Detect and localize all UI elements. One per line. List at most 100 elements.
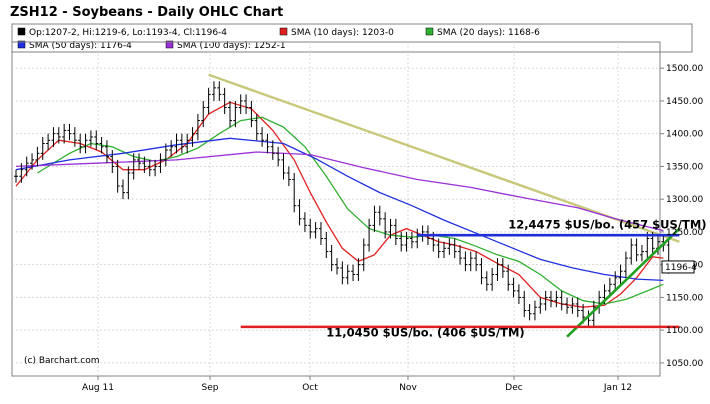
ohlc-bar: [265, 133, 270, 154]
ohlc-bar: [302, 212, 307, 232]
x-tick-label: Jan 12: [603, 383, 632, 393]
sma-line: [15, 151, 664, 232]
y-tick-label: 1500.00: [666, 64, 703, 74]
ohlc-bar: [388, 218, 393, 239]
y-tick-label: 1150.00: [666, 293, 703, 303]
y-axis: 1050.001100.001150.001200.001250.001300.…: [660, 64, 703, 369]
ohlc-bar: [206, 87, 211, 115]
ohlc-bar: [169, 140, 174, 157]
ohlc-bar: [629, 238, 634, 265]
ohlc-bar: [30, 153, 35, 170]
ohlc-bar: [329, 245, 334, 272]
ohlc-bar: [51, 127, 56, 147]
ohlc-bar: [244, 94, 249, 115]
ohlc-bar: [78, 133, 83, 154]
annotation-label: 11,0450 $US/bo. (406 $US/TM): [326, 326, 524, 340]
ohlc-bar: [190, 127, 195, 147]
legend-swatch: [165, 40, 174, 49]
ohlc-bar: [88, 130, 93, 147]
ohlc-bar: [335, 258, 339, 275]
ohlc-bar: [281, 153, 286, 180]
y-tick-label: 1100.00: [666, 326, 703, 336]
ohlc-bar: [484, 271, 489, 291]
ohlc-bar: [195, 114, 200, 141]
ohlc-bar: [474, 251, 479, 272]
trendlines-front: [240, 227, 681, 338]
ohlc-bar: [367, 218, 372, 252]
ohlc-bar: [506, 264, 511, 291]
x-axis: Aug 11 Sep Oct Nov Dec Jan 12: [82, 376, 632, 393]
legend-item: SMA (50 days): 1176-4: [29, 41, 132, 51]
x-tick-label: Nov: [399, 383, 417, 393]
ohlc-bar: [324, 231, 329, 259]
ohlc-bar: [137, 153, 142, 170]
plot-frame: [11, 41, 661, 377]
ohlc-bar: [618, 264, 623, 285]
ohlc-bar: [276, 146, 281, 167]
ohlc-bar: [163, 143, 168, 167]
ohlc-bar: [538, 297, 543, 314]
ohlc-bar: [634, 238, 639, 262]
ohlc-bar: [458, 245, 463, 265]
ohlc-bar: [495, 258, 500, 282]
y-tick-label: 1250.00: [666, 228, 703, 238]
ohlc-bar: [516, 284, 521, 304]
ohlc-bar: [591, 300, 596, 327]
x-tick-label: Oct: [302, 383, 318, 393]
ohlc-bar: [35, 146, 40, 167]
ohlc-bar: [393, 218, 398, 246]
ohlc-bar: [99, 136, 104, 154]
ohlc-bar: [372, 205, 377, 232]
ohlc-bar: [147, 159, 152, 177]
ohlc-bar: [442, 241, 446, 259]
ohlc-bar: [222, 87, 227, 115]
ohlc-bar: [131, 153, 136, 180]
ohlc-bar: [308, 218, 313, 239]
ohlc-bar: [153, 159, 158, 177]
ohlc-bar: [270, 140, 275, 160]
ohlc-bar: [46, 133, 51, 151]
ohlc-bar: [554, 290, 559, 308]
legend-swatch: [17, 27, 26, 36]
chart-title: ZSH12 - Soybeans - Daily OHLC Chart: [10, 5, 283, 20]
x-tick-label: Aug 11: [82, 383, 114, 393]
last-price-box: [661, 260, 695, 274]
ohlc-bar: [468, 251, 473, 272]
ohlc-bar: [110, 150, 115, 173]
ohlc-bar: [83, 133, 88, 154]
ohlc-bar: [254, 114, 259, 141]
ohlc-bar: [211, 81, 216, 101]
x-tick-label: Dec: [505, 383, 522, 393]
credit-text: (c) Barchart.com: [24, 356, 100, 366]
ohlc-bar: [238, 94, 243, 115]
legend: Op:1207-2, Hi:1219-6, Lo:1193-4, Cl:1196…: [11, 23, 693, 53]
ohlc-bar: [447, 238, 452, 255]
last-price-label: 1196-4: [661, 260, 697, 274]
legend-item: SMA (20 days): 1168-6: [437, 28, 540, 38]
ohlc-bar: [623, 251, 628, 278]
ohlc-bar: [174, 133, 179, 154]
ohlc-bar: [217, 81, 222, 101]
ohlc-bar: [570, 297, 575, 314]
y-tick-label: 1050.00: [666, 359, 703, 369]
ohlc-bar: [565, 297, 570, 314]
ohlc-bar: [436, 238, 441, 259]
legend-box: [11, 23, 693, 53]
ohlc-bar: [479, 258, 484, 285]
last-price-text: 1196-4: [665, 263, 697, 273]
ohlc-bar: [500, 258, 505, 278]
ohlc-bar: [318, 222, 323, 246]
ohlc-bar: [158, 153, 163, 173]
ohlc-bar: [463, 251, 468, 272]
ohlc-bar: [356, 258, 361, 282]
ohlc-bar: [361, 238, 366, 272]
annotations: 12,4475 $US/bo. (457 $US/TM) 11,0450 $US/…: [326, 218, 706, 340]
ohlc-bar: [559, 290, 564, 311]
ohlc-bar: [575, 297, 580, 318]
legend-item: Op:1207-2, Hi:1219-6, Lo:1193-4, Cl:1196…: [29, 28, 227, 38]
grid: [12, 42, 660, 376]
ohlc-bar: [126, 166, 131, 200]
legend-swatch: [425, 27, 434, 36]
ohlc-bar: [532, 300, 537, 321]
